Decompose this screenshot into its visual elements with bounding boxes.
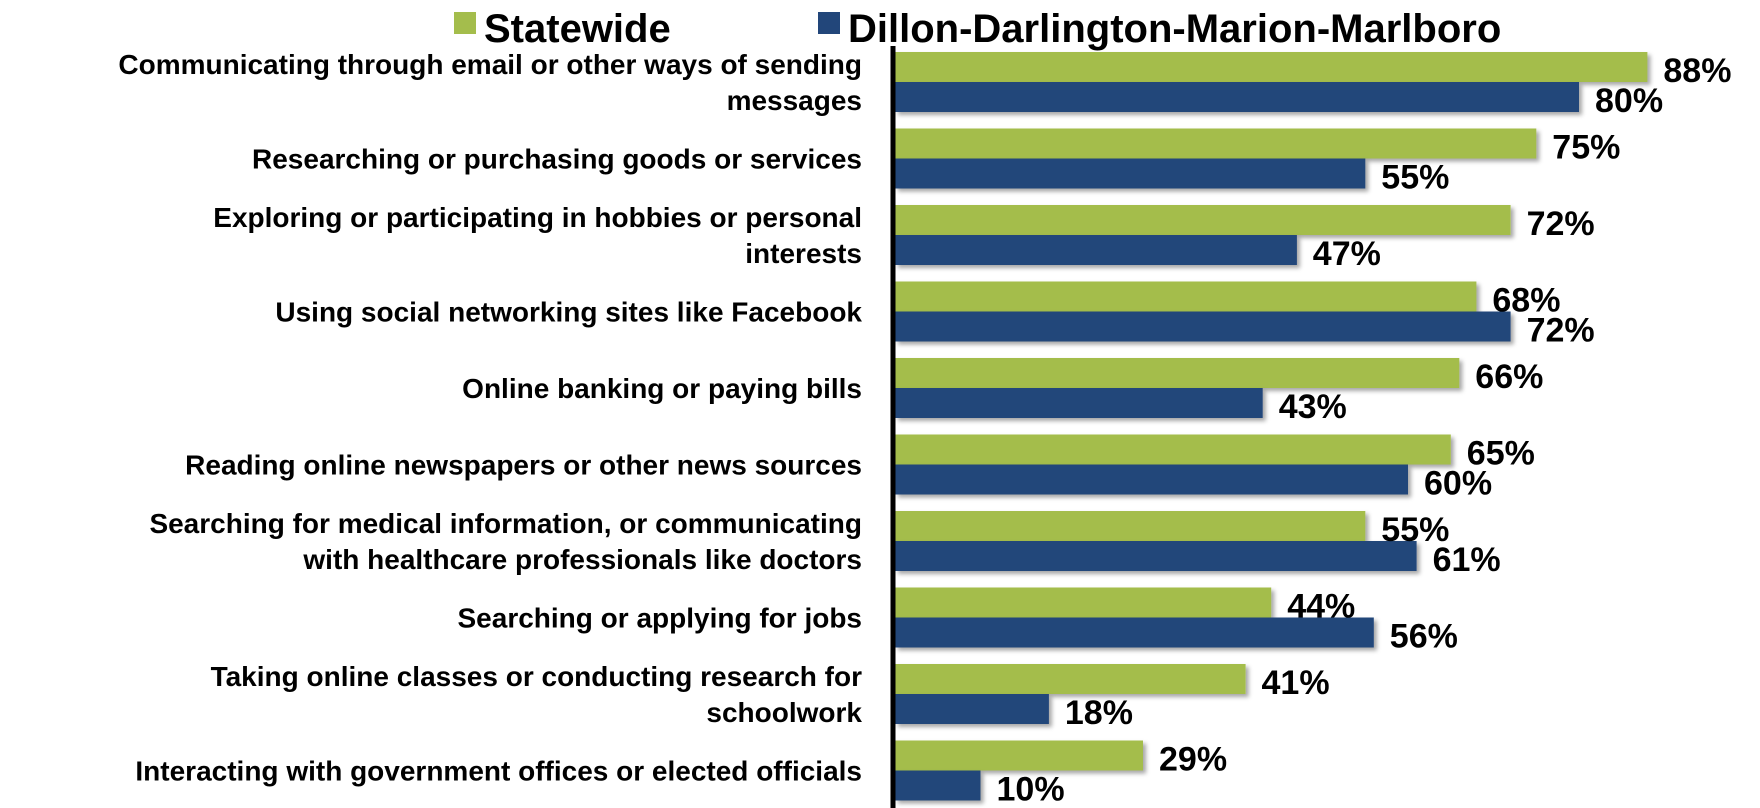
bar-statewide bbox=[895, 358, 1460, 388]
value-label-statewide: 68% bbox=[1492, 282, 1560, 320]
bar-statewide bbox=[895, 205, 1511, 235]
legend-label-statewide: Statewide bbox=[484, 7, 671, 51]
value-label-dillon-darlington-marion-marlboro: 18% bbox=[1065, 694, 1133, 732]
value-label-dillon-darlington-marion-marlboro: 80% bbox=[1595, 82, 1663, 120]
value-label-dillon-darlington-marion-marlboro: 47% bbox=[1313, 235, 1381, 273]
bar-series bbox=[895, 52, 1648, 801]
bar-statewide bbox=[895, 740, 1143, 771]
legend-swatch-statewide bbox=[454, 12, 476, 34]
bar-statewide bbox=[895, 52, 1648, 82]
bar-dillon-darlington-marion-marlboro bbox=[895, 694, 1049, 724]
category-label: Using social networking sites like Faceb… bbox=[275, 297, 862, 328]
bar-dillon-darlington-marion-marlboro bbox=[895, 235, 1297, 265]
bar-dillon-darlington-marion-marlboro bbox=[895, 388, 1263, 418]
value-label-statewide: 55% bbox=[1381, 511, 1449, 549]
category-label: with healthcare professionals like docto… bbox=[302, 544, 862, 575]
value-label-dillon-darlington-marion-marlboro: 43% bbox=[1279, 388, 1347, 426]
value-label-dillon-darlington-marion-marlboro: 56% bbox=[1390, 618, 1458, 656]
bar-statewide bbox=[895, 434, 1451, 465]
bar-dillon-darlington-marion-marlboro bbox=[895, 617, 1374, 648]
value-label-statewide: 41% bbox=[1262, 664, 1330, 702]
category-label: Online banking or paying bills bbox=[462, 373, 862, 404]
bar-statewide bbox=[895, 281, 1477, 312]
value-label-dillon-darlington-marion-marlboro: 60% bbox=[1424, 465, 1492, 503]
bar-dillon-darlington-marion-marlboro bbox=[895, 82, 1579, 112]
category-label: Searching or applying for jobs bbox=[458, 603, 863, 634]
value-label-dillon-darlington-marion-marlboro: 72% bbox=[1527, 312, 1595, 350]
bar-dillon-darlington-marion-marlboro bbox=[895, 311, 1511, 342]
category-label: schoolwork bbox=[706, 697, 862, 728]
value-labels: 88%80%75%55%72%47%68%72%66%43%65%60%55%6… bbox=[997, 52, 1732, 808]
value-label-dillon-darlington-marion-marlboro: 55% bbox=[1381, 159, 1449, 197]
category-label: messages bbox=[727, 85, 862, 116]
category-labels: Communicating through email or other way… bbox=[118, 49, 862, 787]
bar-dillon-darlington-marion-marlboro bbox=[895, 464, 1408, 495]
category-label: Taking online classes or conducting rese… bbox=[211, 661, 863, 692]
legend-swatch-dillon-darlington-marion-marlboro bbox=[818, 12, 840, 34]
legend-label-dillon-darlington-marion-marlboro: Dillon-Darlington-Marion-Marlboro bbox=[848, 7, 1501, 51]
value-label-statewide: 75% bbox=[1552, 129, 1620, 167]
bar-statewide bbox=[895, 587, 1272, 618]
category-label: interests bbox=[745, 238, 862, 269]
value-label-statewide: 65% bbox=[1467, 435, 1535, 473]
category-label: Reading online newspapers or other news … bbox=[185, 450, 862, 481]
bar-dillon-darlington-marion-marlboro bbox=[895, 158, 1366, 189]
category-label: Communicating through email or other way… bbox=[118, 49, 862, 80]
value-label-statewide: 29% bbox=[1159, 741, 1227, 779]
value-label-statewide: 66% bbox=[1475, 358, 1543, 396]
value-label-dillon-darlington-marion-marlboro: 10% bbox=[997, 771, 1065, 808]
value-label-dillon-darlington-marion-marlboro: 61% bbox=[1433, 541, 1501, 579]
bar-statewide bbox=[895, 511, 1366, 541]
bar-dillon-darlington-marion-marlboro bbox=[895, 541, 1417, 571]
category-label: Exploring or participating in hobbies or… bbox=[213, 202, 862, 233]
category-label: Interacting with government offices or e… bbox=[135, 756, 862, 787]
category-label: Researching or purchasing goods or servi… bbox=[252, 144, 862, 175]
bar-dillon-darlington-marion-marlboro bbox=[895, 770, 981, 801]
bar-statewide bbox=[895, 664, 1246, 694]
value-label-statewide: 88% bbox=[1663, 52, 1731, 90]
category-label: Searching for medical information, or co… bbox=[149, 508, 862, 539]
value-label-statewide: 72% bbox=[1527, 205, 1595, 243]
value-label-statewide: 44% bbox=[1287, 588, 1355, 626]
legend: Statewide Dillon-Darlington-Marion-Marlb… bbox=[454, 7, 1501, 51]
bar-statewide bbox=[895, 128, 1537, 159]
